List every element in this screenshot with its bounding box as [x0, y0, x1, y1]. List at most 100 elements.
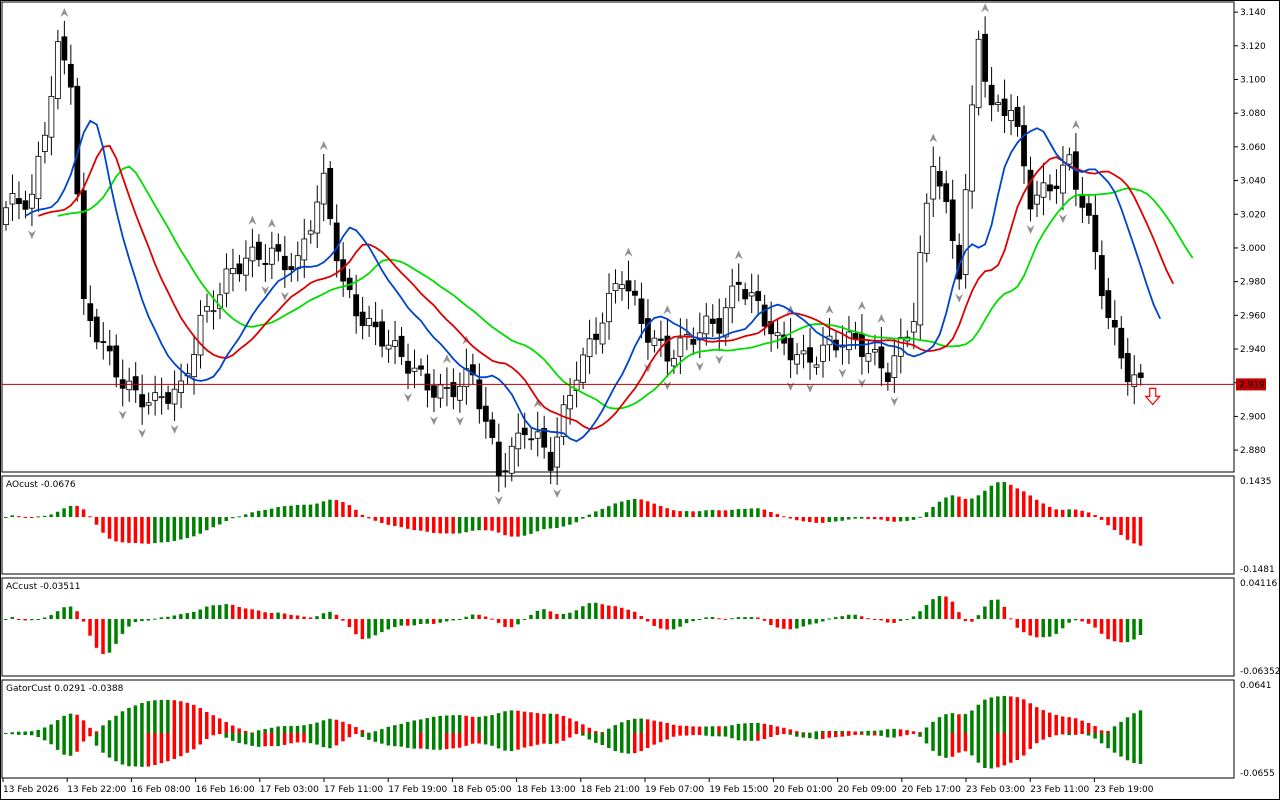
- ao-histogram-bar: [243, 514, 248, 517]
- ac-histogram-bar: [918, 611, 922, 619]
- gator-bar-up: [821, 730, 825, 733]
- ao-histogram-bar: [10, 515, 14, 517]
- ao-histogram-bar: [671, 510, 676, 517]
- candle: [1131, 374, 1138, 387]
- gator-bar-up: [568, 718, 572, 733]
- ac-histogram-bar: [321, 613, 326, 619]
- ac-histogram-bar: [75, 611, 79, 619]
- candle: [327, 168, 334, 219]
- gator-bar-down: [801, 733, 806, 738]
- ao-histogram-bar: [924, 512, 929, 517]
- gator-bar-up: [36, 729, 40, 733]
- ao-histogram-bar: [1028, 495, 1033, 517]
- candle: [281, 255, 288, 271]
- gator-bar-down: [736, 733, 741, 741]
- gator-bar-down: [75, 733, 79, 752]
- gator-bar-down: [756, 733, 760, 741]
- ao-histogram-bar: [905, 517, 909, 521]
- gator-bar-down: [581, 733, 585, 736]
- candle: [846, 331, 852, 351]
- gator-bar-down: [438, 733, 442, 750]
- gator-bar-down: [192, 733, 196, 750]
- ac-histogram-bar: [821, 619, 825, 622]
- candle: [353, 294, 360, 317]
- ao-histogram-bar: [4, 517, 8, 518]
- ac-histogram-bar: [1034, 619, 1039, 638]
- gator-bar-down: [159, 733, 164, 764]
- x-tick-label-3: 16 Feb 16:00: [196, 785, 255, 795]
- gator-bar-up: [321, 720, 326, 733]
- ac-histogram-bar: [243, 608, 248, 619]
- gator-bar-up: [1112, 726, 1117, 733]
- gator-bar-up: [976, 704, 981, 733]
- x-tick-label-6: 17 Feb 19:00: [388, 785, 447, 795]
- gator-bar-up: [1041, 710, 1045, 733]
- candle: [35, 155, 42, 200]
- ac-histogram-bar: [594, 602, 598, 619]
- ac-histogram-bar: [477, 614, 481, 619]
- ac-histogram-min: -0.06352: [1240, 667, 1280, 677]
- fractal-down: [890, 396, 899, 406]
- gator-bar-up: [944, 714, 948, 733]
- ao-histogram-bar: [684, 511, 689, 517]
- gator-bar-up: [1034, 707, 1039, 733]
- gator-bar-up: [613, 725, 618, 733]
- candle: [1066, 154, 1073, 165]
- gator-bar-up: [418, 719, 423, 733]
- gator-bar-up: [1099, 730, 1104, 733]
- ac-histogram-bar: [276, 612, 280, 619]
- candle: [923, 202, 930, 254]
- ao-histogram-bar: [418, 517, 423, 531]
- gator-bar-down: [315, 733, 319, 745]
- gator-bar-down: [1125, 733, 1130, 761]
- ao-histogram-bar: [55, 511, 60, 517]
- gator-bar-down: [250, 733, 254, 746]
- candle: [917, 252, 924, 326]
- gator-bar-up: [29, 731, 34, 733]
- candle: [755, 291, 762, 301]
- candle: [606, 292, 612, 323]
- ao-histogram-bar: [36, 516, 40, 518]
- ac-histogram-bar: [801, 619, 806, 627]
- ac-histogram-max: 0.04116: [1240, 579, 1277, 589]
- gator-bar-down: [509, 733, 514, 752]
- gator-bar-down: [256, 733, 261, 747]
- ao-histogram-bar: [853, 517, 857, 519]
- ao-histogram-bar: [950, 495, 955, 517]
- candle: [288, 266, 295, 270]
- ao-histogram-bar: [211, 517, 215, 528]
- gator-bar-up: [814, 731, 819, 733]
- gator-bar-down: [594, 733, 598, 743]
- candle: [320, 172, 327, 205]
- ao-histogram-bar: [496, 517, 501, 533]
- gator-bar-down: [522, 733, 527, 748]
- gator-bar-down: [4, 733, 8, 734]
- y-tick-label-1: 3.120: [1240, 42, 1266, 52]
- gator-bar-up: [678, 725, 682, 733]
- ao-histogram-bar: [295, 504, 300, 517]
- gator-bar-down: [898, 733, 903, 737]
- fractal-down: [455, 416, 464, 426]
- gator-bar-up: [684, 725, 689, 733]
- ac-histogram-bar: [568, 612, 572, 619]
- gator-bar-up: [983, 699, 987, 733]
- gator-bar-down: [723, 733, 728, 737]
- gator-bar-up: [762, 723, 767, 733]
- candle: [547, 451, 554, 471]
- gator-bar-up: [1086, 723, 1091, 733]
- fractal-up: [624, 247, 633, 257]
- ac-histogram-bar: [146, 619, 151, 621]
- y-tick-label-13: 2.880: [1240, 446, 1266, 456]
- candle: [1008, 110, 1014, 122]
- ao-histogram-bar: [827, 517, 831, 523]
- gator-bar-down: [373, 733, 378, 742]
- y-tick-label-0: 3.140: [1240, 8, 1266, 18]
- fractal-down: [1026, 225, 1035, 235]
- gator-bar-down: [574, 733, 579, 734]
- gator-bar-down: [470, 733, 475, 744]
- fractal-up: [825, 305, 834, 315]
- candle: [560, 404, 567, 437]
- ac-histogram-bar: [451, 619, 455, 621]
